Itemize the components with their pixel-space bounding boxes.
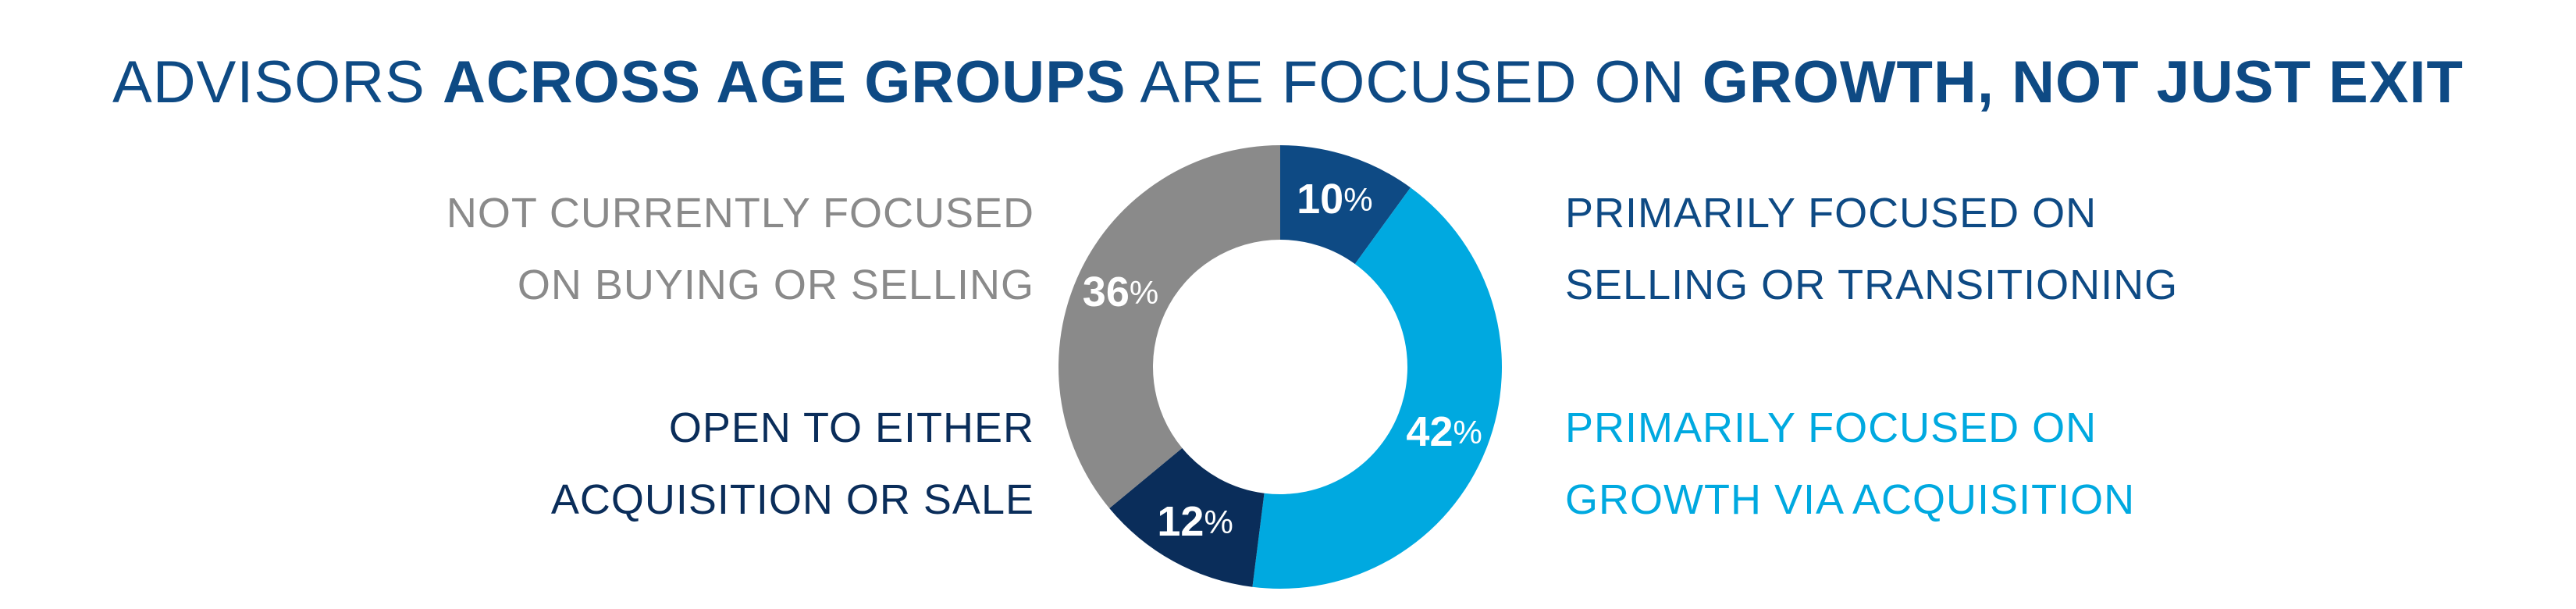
legend-selling-line-1: PRIMARILY FOCUSED ON [1565,190,2097,237]
slice-label-1: 42% [1406,408,1482,455]
legend-open-either-line-2: ACQUISITION OR SALE [550,476,1034,523]
legend-open-either-line-1: OPEN TO EITHER [668,404,1034,451]
donut-labels: 10% 42% 12% 36% [1083,176,1482,545]
donut-slice-2 [1109,447,1265,587]
legend-not-focused-line-1: NOT CURRENTLY FOCUSED [446,190,1034,237]
donut-slices [1059,145,1502,589]
slice-label-2: 12% [1157,498,1233,545]
donut-slice-0 [1280,145,1411,265]
title-part-4: GROWTH, NOT JUST EXIT [1702,49,2464,116]
chart-title: ADVISORS ACROSS AGE GROUPS ARE FOCUSED O… [0,48,2576,116]
title-part-1: ADVISORS [112,49,443,116]
donut-slice-3 [1059,145,1280,509]
legend-selling: PRIMARILY FOCUSED ON SELLING OR TRANSITI… [1565,177,2178,321]
slice-label-3: 36% [1083,269,1158,315]
legend-selling-line-2: SELLING OR TRANSITIONING [1565,262,2179,308]
legend-growth-line-1: PRIMARILY FOCUSED ON [1565,404,2097,451]
legend-not-focused-line-2: ON BUYING OR SELLING [517,262,1034,308]
legend-open-either: OPEN TO EITHER ACQUISITION OR SALE [551,392,1034,536]
donut-chart: 10% 42% 12% 36% [1059,145,1502,589]
slice-label-0: 10% [1297,176,1372,223]
title-part-2: ACROSS AGE GROUPS [442,49,1126,116]
legend-growth: PRIMARILY FOCUSED ON GROWTH VIA ACQUISIT… [1565,392,2135,536]
donut-slice-1 [1252,187,1502,589]
legend-growth-line-2: GROWTH VIA ACQUISITION [1565,476,2136,523]
legend-not-focused: NOT CURRENTLY FOCUSED ON BUYING OR SELLI… [447,177,1034,321]
title-part-3: ARE FOCUSED ON [1126,49,1703,116]
